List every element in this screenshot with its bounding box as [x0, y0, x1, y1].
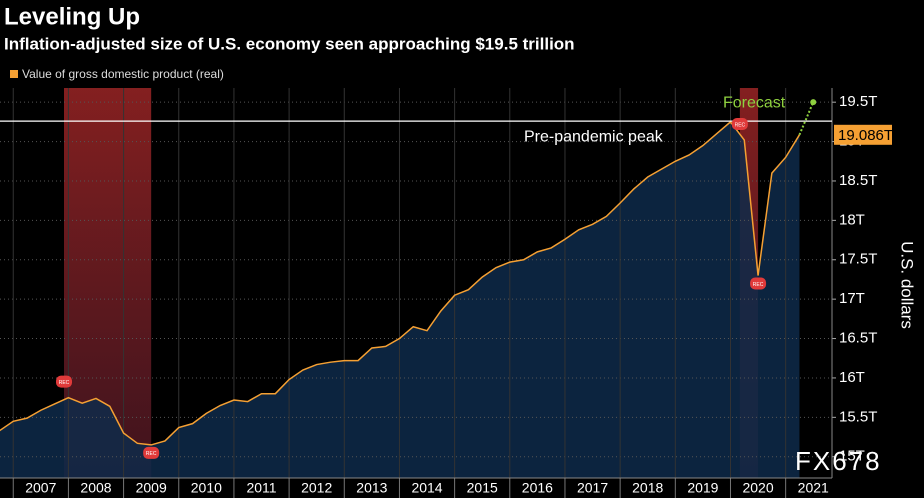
x-tick-label: 2008: [80, 480, 111, 496]
y-tick-label: 17.5T: [839, 251, 877, 268]
x-tick-label: 2015: [467, 480, 498, 496]
reference-label: Pre-pandemic peak: [524, 128, 664, 145]
forecast-point: [810, 99, 817, 106]
recession-marker: [143, 446, 160, 459]
y-tick-label: 18.5T: [839, 172, 877, 189]
y-tick-label: 17T: [839, 290, 865, 307]
x-tick-label: 2021: [798, 480, 829, 496]
watermark: FX678: [795, 446, 882, 476]
x-tick-label: 2011: [246, 480, 276, 496]
y-tick-label: 19.5T: [839, 93, 877, 110]
y-axis-label: U.S. dollars: [898, 241, 917, 329]
recession-marker: [750, 277, 767, 290]
recession-marker: [56, 375, 72, 388]
x-tick-label: 2009: [136, 480, 167, 496]
y-tick-label: 16T: [839, 369, 865, 386]
legend-swatch: [10, 70, 18, 78]
x-tick-label: 2018: [632, 480, 663, 496]
y-tick-label: 18T: [839, 211, 865, 228]
y-tick-label: 15.5T: [839, 408, 877, 425]
last-value-box: [834, 124, 892, 145]
x-tick-label: 2019: [687, 480, 718, 496]
recession-marker-label: REC: [59, 380, 70, 386]
chart-title: Leveling Up: [4, 3, 140, 30]
legend-label: Value of gross domestic product (real): [22, 67, 224, 81]
recession-marker-label: REC: [753, 282, 764, 288]
x-tick-label: 2007: [25, 480, 56, 496]
recession-marker: [731, 118, 748, 130]
chart-subtitle: Inflation-adjusted size of U.S. economy …: [4, 34, 575, 53]
y-tick-label: 15T: [839, 448, 865, 465]
x-tick-label: 2020: [742, 480, 773, 496]
x-tick-label: 2017: [577, 480, 608, 496]
y-tick-label: 16.5T: [839, 330, 877, 347]
recession-marker-label: REC: [735, 122, 746, 128]
gdp-line: [0, 120, 801, 446]
x-tick-label: 2016: [522, 480, 553, 496]
x-tick-label: 2013: [356, 480, 387, 496]
x-tick-label: 2010: [191, 480, 222, 496]
x-tick-label: 2012: [301, 480, 332, 496]
last-value-label: 19.086T: [838, 127, 893, 144]
x-tick-label: 2014: [411, 480, 442, 496]
forecast-label: Forecast: [723, 94, 786, 111]
forecast-line: [798, 101, 815, 136]
recession-marker-label: REC: [146, 451, 157, 457]
gdp-area: [0, 121, 800, 478]
